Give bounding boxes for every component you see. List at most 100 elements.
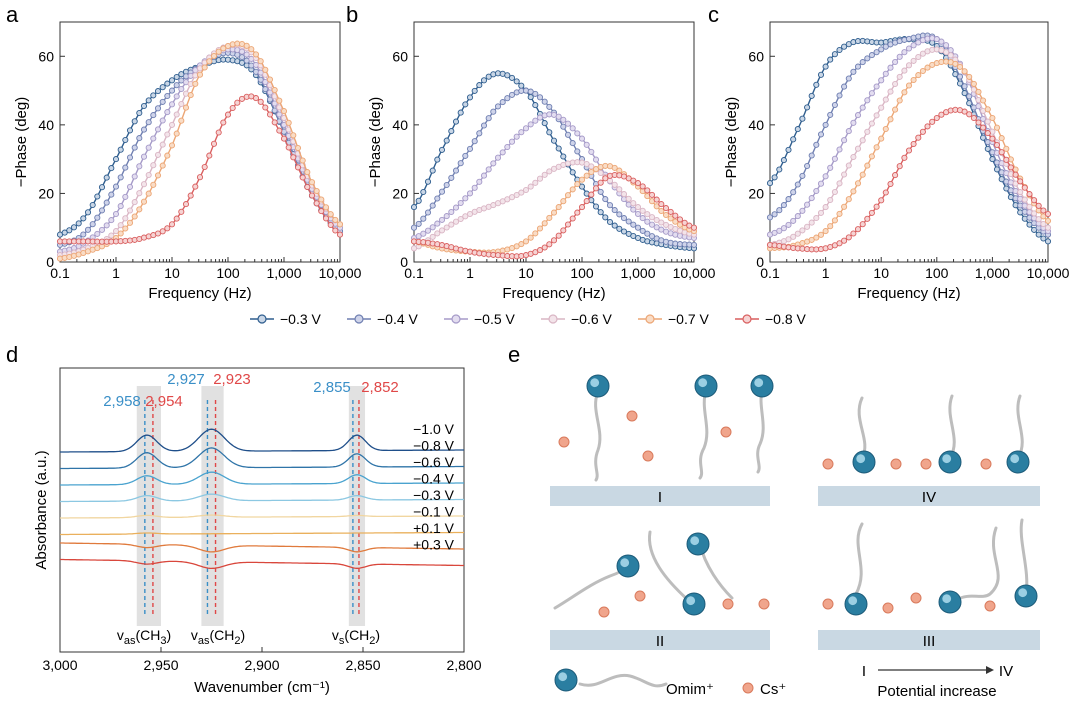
data-point-a [271, 119, 278, 126]
data-point-a [145, 171, 152, 179]
data-point-c [1012, 171, 1019, 178]
data-point-a [140, 102, 148, 110]
data-point-c [841, 237, 848, 244]
spectrum-line [60, 514, 464, 519]
data-point-a [136, 135, 143, 142]
y-tick-label: 60 [392, 48, 408, 64]
data-point-c [952, 71, 959, 78]
data-point-a [98, 226, 106, 233]
data-point-c [887, 88, 894, 95]
data-point-a [290, 132, 297, 139]
data-point-c [868, 52, 875, 59]
data-point-a [243, 42, 250, 49]
data-point-a [164, 109, 171, 116]
data-point-c [952, 60, 959, 67]
data-point-a [257, 98, 264, 105]
data-point-a [122, 193, 129, 200]
data-point-b [644, 230, 651, 237]
x-tick-label: 1 [466, 265, 474, 281]
data-point-b [429, 202, 436, 209]
data-point-a [327, 221, 334, 229]
data-point-b [518, 82, 525, 89]
x-tick-label: 1,000 [620, 265, 655, 281]
x-tick-label: 100 [570, 265, 594, 281]
alkyl-chain [854, 522, 864, 596]
data-point-c [919, 50, 926, 57]
data-point-c [831, 217, 838, 224]
data-point-b [611, 222, 618, 229]
peak-label: 2,923 [213, 371, 251, 388]
data-point-c [845, 75, 852, 82]
data-point-c [984, 130, 991, 137]
data-point-c [910, 42, 917, 49]
x-tick-label: 10 [164, 265, 180, 281]
data-point-b [434, 220, 441, 227]
data-point-b [513, 133, 520, 140]
data-point-c [993, 141, 1001, 149]
data-point-a [164, 225, 171, 232]
data-point-a [215, 129, 222, 136]
data-point-a [173, 93, 180, 100]
data-point-b [518, 189, 525, 196]
data-point-c [1031, 197, 1038, 204]
data-point-c [878, 77, 885, 84]
panel-letter-a: a [6, 2, 19, 27]
data-point-c [836, 180, 843, 187]
band-label-sub: as [198, 635, 210, 647]
y-axis-label: −Phase (deg) [723, 97, 740, 187]
data-point-b [555, 145, 562, 152]
data-point-b [438, 227, 446, 234]
data-point-c [790, 136, 797, 143]
data-point-b [690, 241, 698, 248]
data-point-a [140, 153, 148, 160]
data-point-c [845, 234, 852, 241]
panel-letter-d: d [6, 342, 18, 367]
alkyl-chain [948, 394, 956, 460]
peak-label: 2,852 [361, 379, 399, 396]
omim-head [1014, 584, 1038, 608]
data-point-b [690, 224, 698, 231]
x-tick-label: 2,900 [244, 657, 279, 673]
data-point-c [878, 197, 885, 204]
data-point-b [625, 218, 632, 225]
y-tick-label: 40 [392, 117, 408, 133]
omim-highlight [1018, 588, 1028, 598]
data-point-b [420, 215, 427, 222]
data-point-a [168, 121, 176, 128]
data-point-c [1017, 189, 1024, 196]
data-point-c [780, 202, 787, 209]
data-point-b [578, 176, 586, 183]
data-point-a [178, 208, 185, 215]
data-point-a [154, 126, 162, 133]
data-point-b [555, 204, 562, 211]
data-point-a [98, 207, 106, 214]
data-point-c [966, 93, 973, 100]
stage-label: III [923, 633, 936, 650]
data-point-c [901, 154, 908, 161]
data-point-c [808, 219, 815, 226]
data-point-b [434, 156, 441, 163]
data-point-b [639, 183, 646, 190]
data-point-b [415, 220, 422, 227]
chart-panel-c: 0.1 1 10 100 1,000 10,000 0 20 40 60 Frequency (Hz… [723, 21, 1070, 302]
data-point-a [103, 222, 110, 229]
omim-cation [682, 592, 706, 616]
x-tick-label: 0.1 [50, 265, 70, 281]
spectrum-line [60, 428, 464, 453]
data-point-b [639, 227, 646, 234]
data-point-c [1040, 207, 1047, 214]
data-point-b [625, 195, 632, 202]
data-point-a [173, 111, 180, 118]
data-point-c [850, 230, 857, 237]
data-point-b [410, 204, 418, 211]
data-point-a [117, 174, 124, 181]
data-point-c [868, 153, 875, 160]
data-point-c [780, 225, 787, 232]
data-point-a [187, 192, 194, 199]
legend-label: −0.4 V [377, 311, 419, 327]
data-point-b [546, 168, 553, 175]
data-point-a [126, 154, 134, 161]
x-tick-label: 100 [925, 265, 949, 281]
cs-cation [720, 426, 732, 438]
arrow-caption: Potential increase [877, 683, 996, 700]
